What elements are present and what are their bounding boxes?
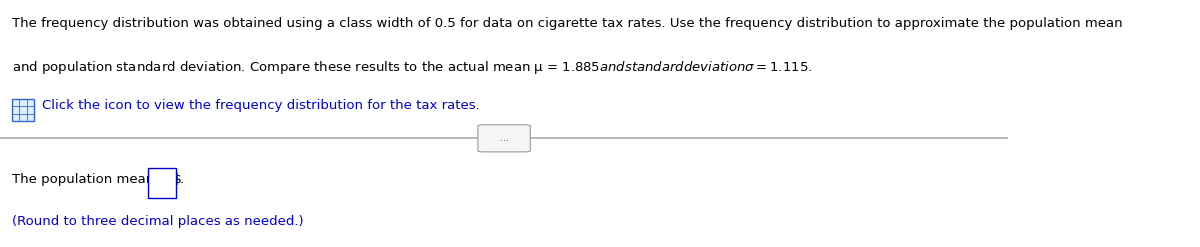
- FancyBboxPatch shape: [12, 99, 35, 121]
- FancyBboxPatch shape: [149, 168, 176, 198]
- Text: and population standard deviation. Compare these results to the actual mean μ = : and population standard deviation. Compa…: [12, 59, 812, 76]
- Text: (Round to three decimal places as needed.): (Round to three decimal places as needed…: [12, 215, 304, 228]
- Text: ...: ...: [499, 133, 509, 143]
- Text: The population mean is $: The population mean is $: [12, 173, 182, 186]
- Text: Click the icon to view the frequency distribution for the tax rates.: Click the icon to view the frequency dis…: [42, 99, 480, 112]
- FancyBboxPatch shape: [478, 125, 530, 152]
- Text: The frequency distribution was obtained using a class width of 0.5 for data on c: The frequency distribution was obtained …: [12, 17, 1123, 30]
- Text: .: .: [180, 173, 184, 186]
